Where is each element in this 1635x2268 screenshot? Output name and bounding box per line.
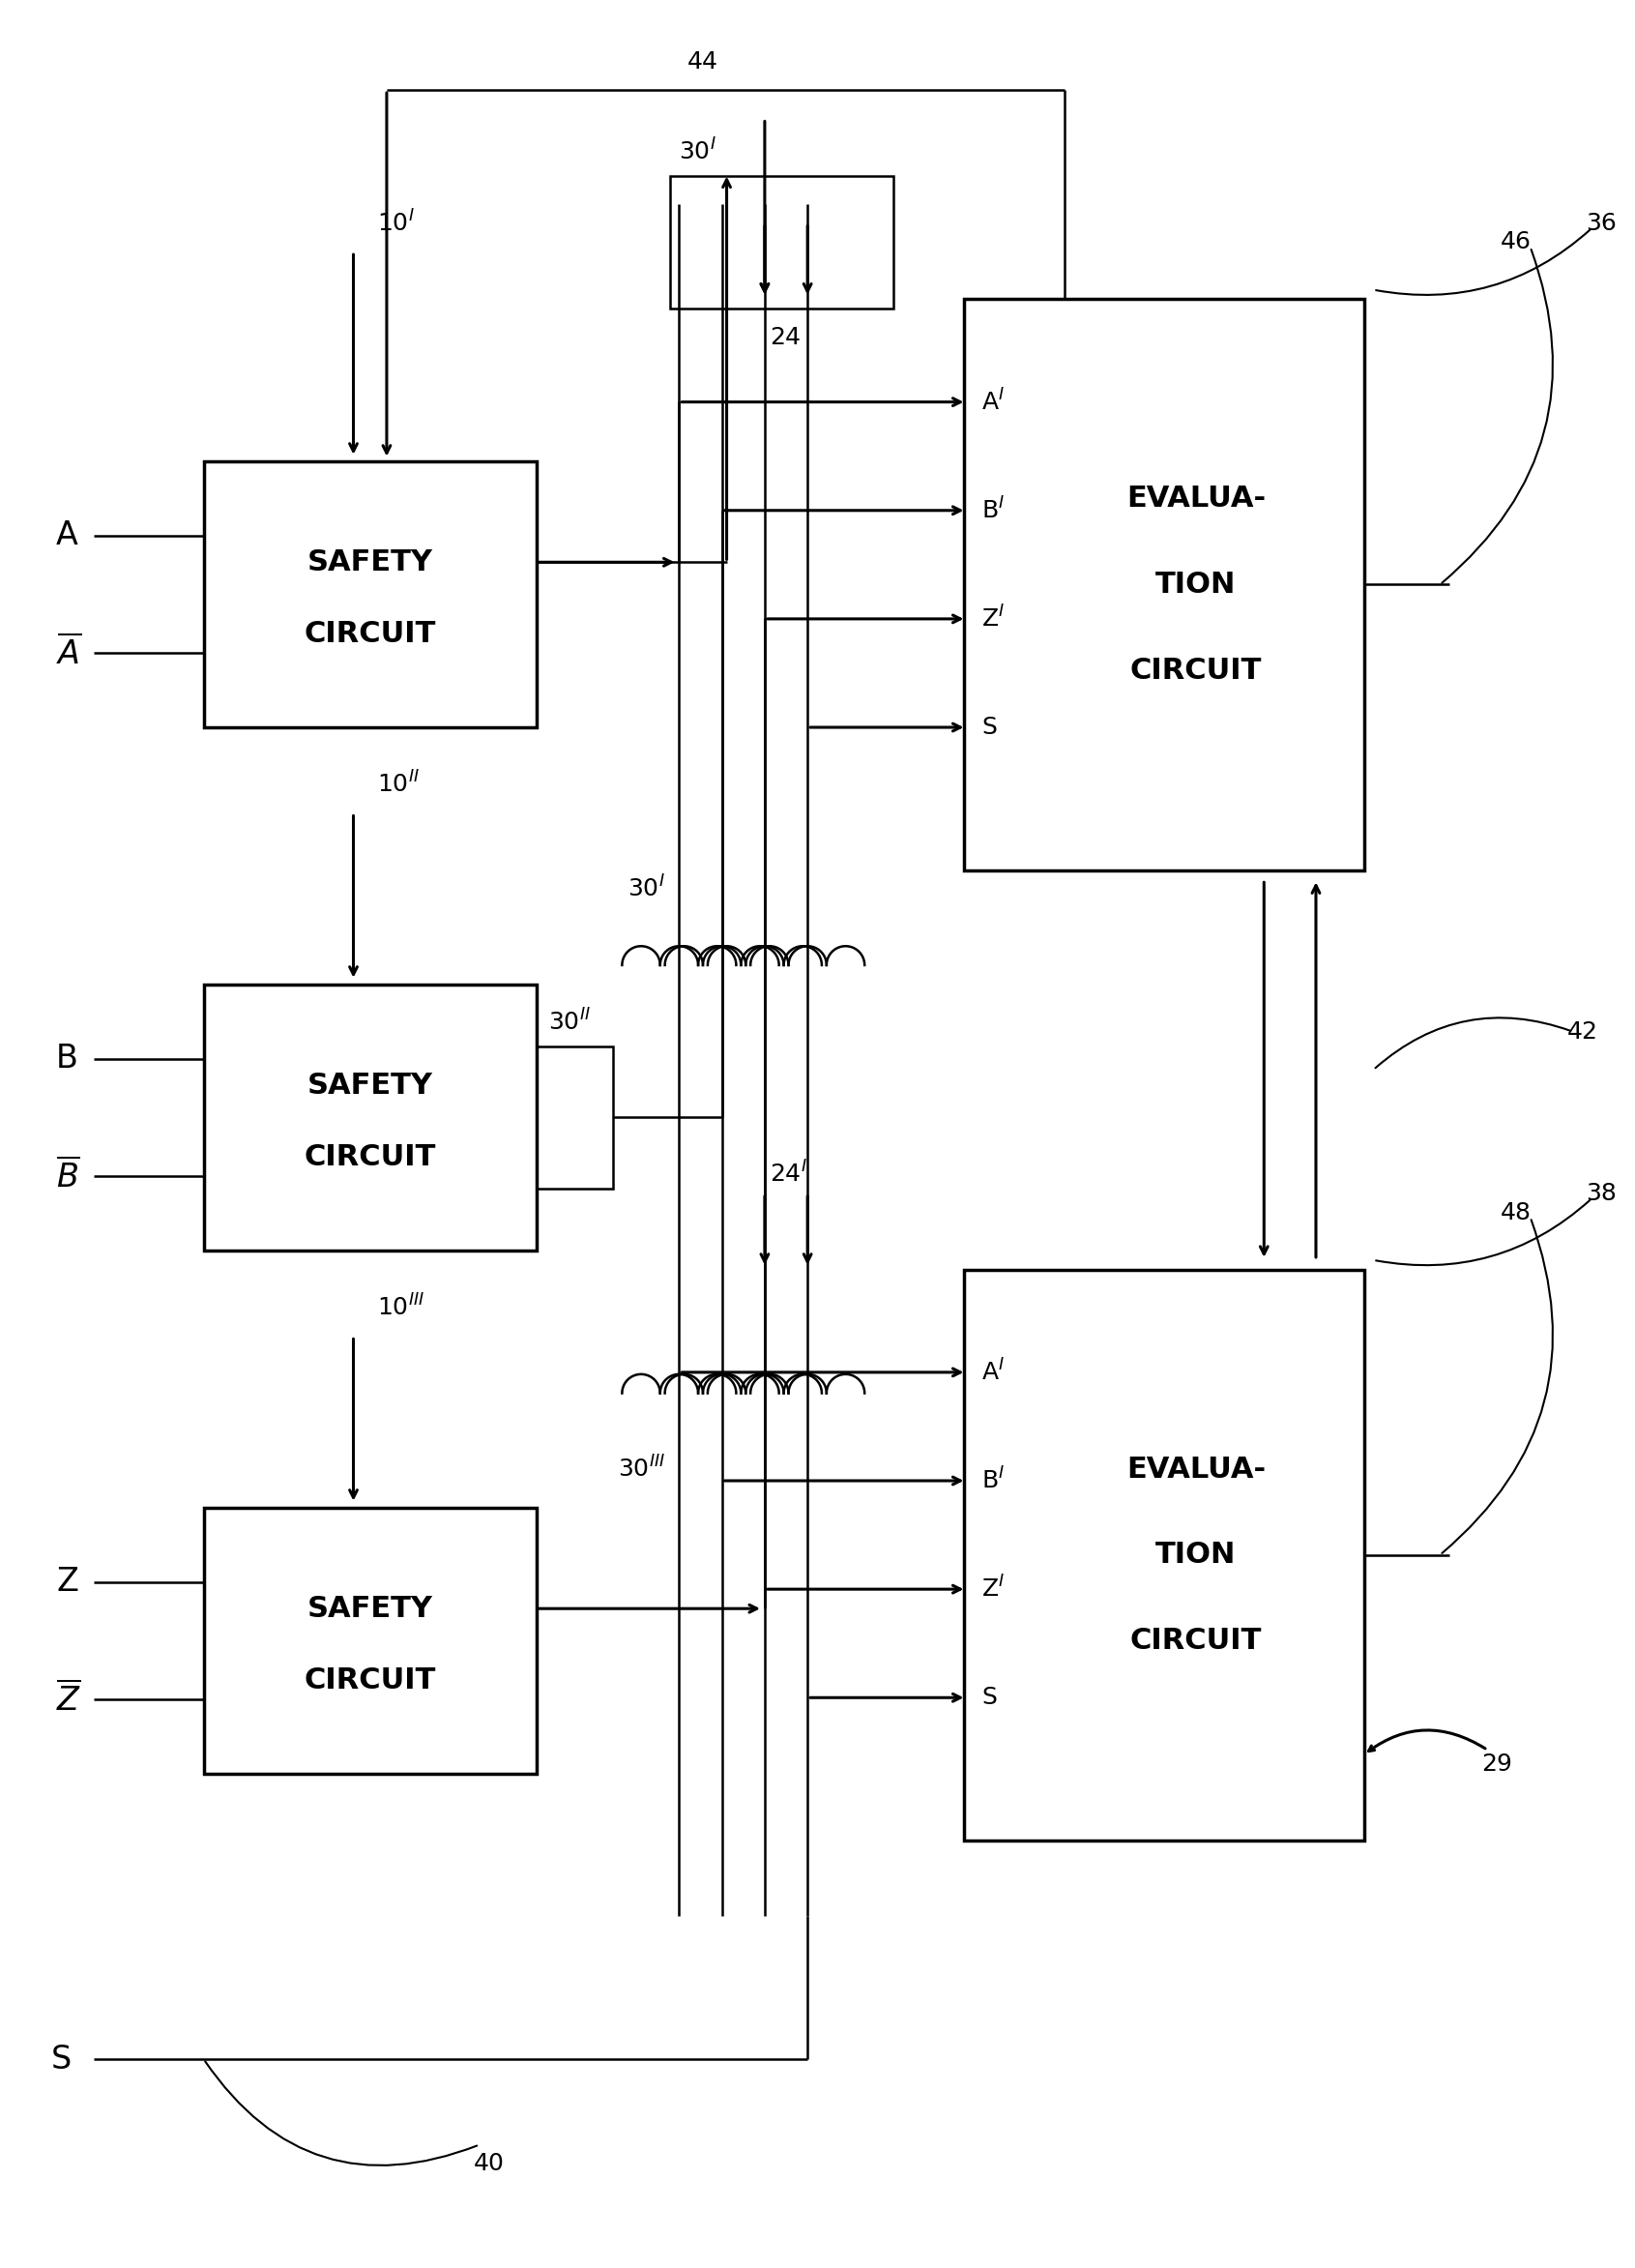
Text: 38: 38 <box>1586 1182 1617 1204</box>
Text: 24$^{I}$: 24$^{I}$ <box>770 1161 808 1188</box>
Text: TION: TION <box>1156 572 1236 599</box>
Text: $\overline{Z}$: $\overline{Z}$ <box>56 1681 82 1717</box>
Bar <box>536 1046 613 1188</box>
Text: A$^{I}$: A$^{I}$ <box>981 1359 1006 1386</box>
Text: TION: TION <box>1156 1540 1236 1569</box>
Text: S: S <box>51 2043 72 2075</box>
Text: 40: 40 <box>474 2152 504 2175</box>
Text: SAFETY: SAFETY <box>307 1070 433 1100</box>
Text: CIRCUIT: CIRCUIT <box>304 1143 437 1170</box>
Text: EVALUA-: EVALUA- <box>1127 485 1265 513</box>
Bar <box>204 1508 536 1774</box>
Text: A$^{I}$: A$^{I}$ <box>981 388 1006 415</box>
Text: 30$^{II}$: 30$^{II}$ <box>548 1009 590 1036</box>
Text: 24: 24 <box>770 327 801 349</box>
Text: B$^{I}$: B$^{I}$ <box>981 497 1006 524</box>
Text: 48: 48 <box>1501 1200 1532 1225</box>
Text: S: S <box>981 1685 997 1710</box>
Text: 46: 46 <box>1501 231 1532 254</box>
Text: CIRCUIT: CIRCUIT <box>304 619 437 649</box>
Text: 30$^{III}$: 30$^{III}$ <box>618 1456 665 1483</box>
Bar <box>670 175 893 308</box>
Text: 30$^{I}$: 30$^{I}$ <box>679 138 716 166</box>
Bar <box>204 460 536 728</box>
Text: Z: Z <box>56 1565 78 1599</box>
Text: Z$^{I}$: Z$^{I}$ <box>981 1576 1006 1601</box>
Text: 10$^{II}$: 10$^{II}$ <box>378 771 420 798</box>
Text: 42: 42 <box>1566 1021 1597 1043</box>
Text: 30$^{I}$: 30$^{I}$ <box>628 875 665 903</box>
Text: CIRCUIT: CIRCUIT <box>1130 1626 1262 1656</box>
Text: 10$^{I}$: 10$^{I}$ <box>378 211 415 236</box>
Text: 10$^{III}$: 10$^{III}$ <box>378 1295 425 1320</box>
Text: $\overline{B}$: $\overline{B}$ <box>56 1159 80 1193</box>
Text: CIRCUIT: CIRCUIT <box>304 1667 437 1694</box>
Bar <box>204 984 536 1250</box>
Text: CIRCUIT: CIRCUIT <box>1130 655 1262 685</box>
Text: EVALUA-: EVALUA- <box>1127 1456 1265 1483</box>
Text: 44: 44 <box>687 50 718 73</box>
Text: S: S <box>981 717 997 739</box>
Text: B: B <box>56 1043 78 1075</box>
Text: 36: 36 <box>1586 211 1617 236</box>
Text: $\overline{A}$: $\overline{A}$ <box>56 635 82 671</box>
Text: SAFETY: SAFETY <box>307 549 433 576</box>
Text: Z$^{I}$: Z$^{I}$ <box>981 606 1006 633</box>
Bar <box>965 299 1364 871</box>
Text: 29: 29 <box>1481 1753 1512 1776</box>
Text: B$^{I}$: B$^{I}$ <box>981 1467 1006 1495</box>
Text: SAFETY: SAFETY <box>307 1594 433 1622</box>
Bar <box>965 1270 1364 1839</box>
Text: A: A <box>56 519 78 551</box>
